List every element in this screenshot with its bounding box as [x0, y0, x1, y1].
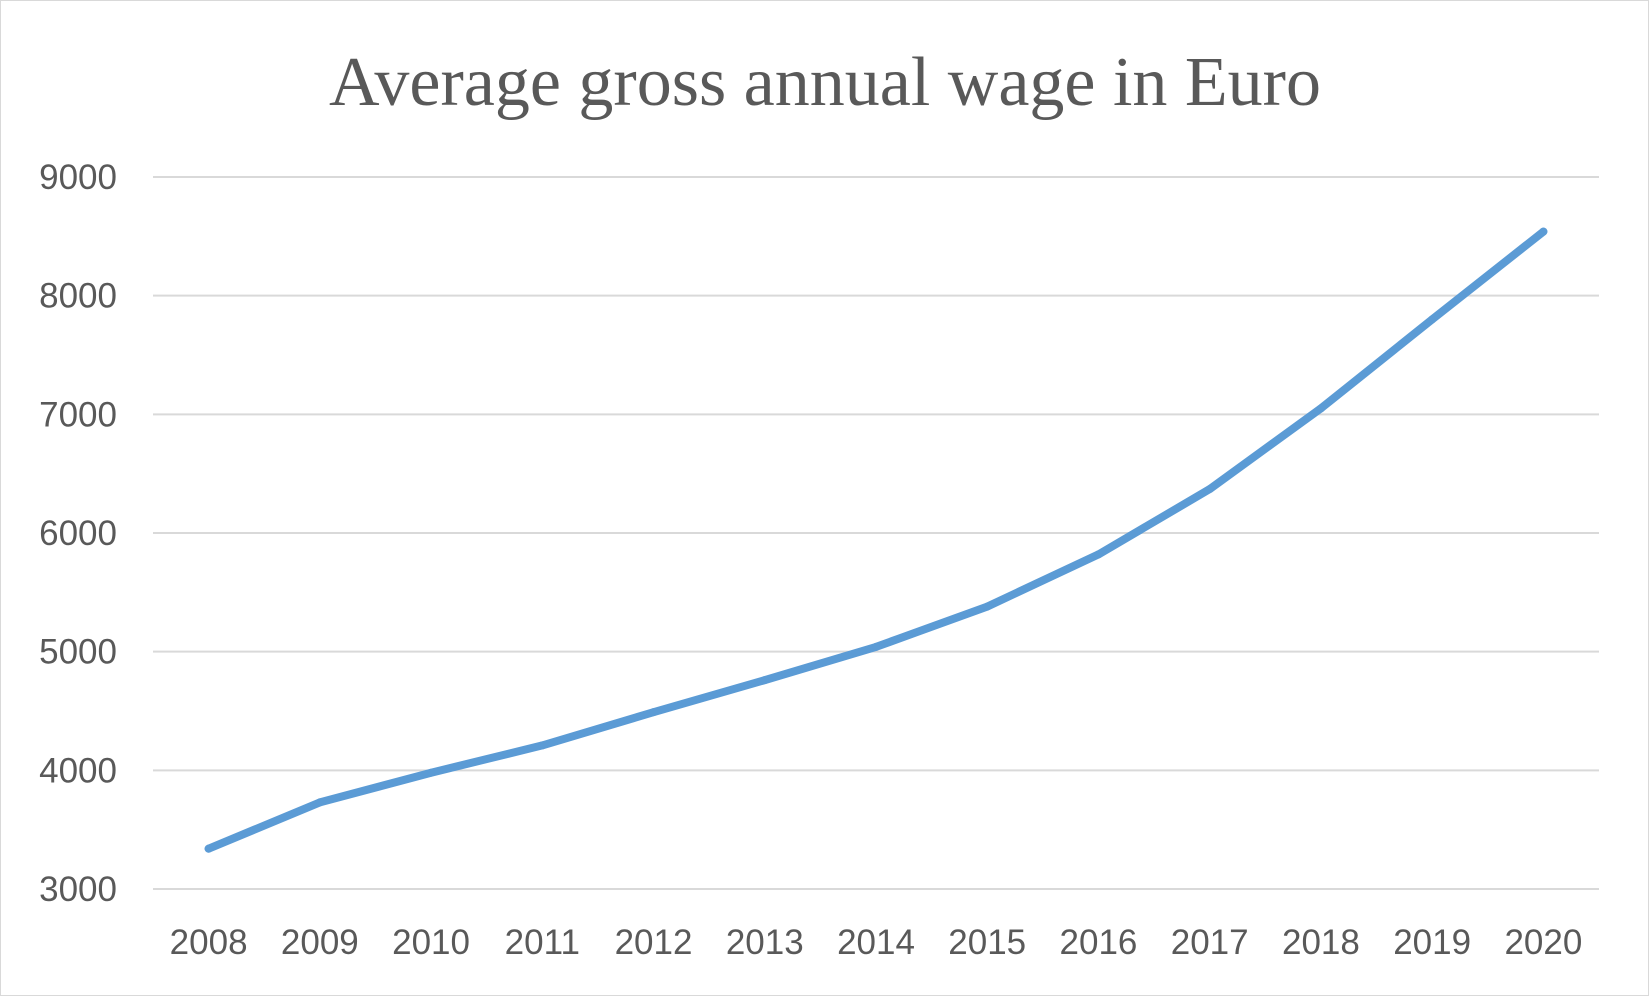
x-tick-label: 2014 — [837, 923, 915, 962]
gridlines — [153, 176, 1599, 890]
data-point-2008 — [204, 844, 213, 853]
data-point-2019 — [1428, 315, 1437, 324]
y-tick-label: 7000 — [39, 395, 117, 434]
x-tick-label: 2013 — [726, 923, 804, 962]
data-point-2020 — [1539, 227, 1548, 236]
chart-title: Average gross annual wage in Euro — [329, 44, 1321, 121]
data-point-2011 — [538, 741, 547, 750]
y-tick-label: 9000 — [39, 158, 117, 197]
data-point-2010 — [427, 768, 436, 777]
data-point-2012 — [649, 708, 658, 717]
x-tick-label: 2016 — [1060, 923, 1138, 962]
y-tick-label: 4000 — [39, 751, 117, 790]
data-point-2013 — [760, 676, 769, 685]
x-tick-label: 2018 — [1282, 923, 1360, 962]
data-point-2016 — [1094, 550, 1103, 559]
x-tick-label: 2011 — [505, 923, 580, 962]
y-tick-label: 8000 — [39, 277, 117, 316]
data-point-2015 — [983, 602, 992, 611]
series-layer — [204, 227, 1548, 853]
data-point-2017 — [1205, 485, 1214, 494]
y-tick-label: 5000 — [39, 633, 117, 672]
x-tick-label: 2009 — [281, 923, 359, 962]
y-tick-label: 6000 — [39, 514, 117, 553]
y-axis-ticks: 3000 4000 5000 6000 7000 8000 9000 — [39, 158, 117, 909]
x-tick-label: 2017 — [1171, 923, 1249, 962]
data-point-2014 — [872, 642, 880, 651]
x-tick-label: 2020 — [1504, 923, 1582, 962]
data-point-2018 — [1316, 404, 1325, 413]
x-tick-label: 2019 — [1393, 923, 1471, 962]
x-tick-label: 2008 — [170, 923, 248, 962]
x-axis-ticks: 2008 2009 2010 2011 2012 2013 2014 2015 2016 2017… — [170, 923, 1583, 962]
series-line-0 — [204, 227, 1548, 853]
data-point-2009 — [315, 798, 324, 807]
x-tick-label: 2012 — [615, 923, 693, 962]
x-tick-label: 2010 — [392, 923, 470, 962]
y-tick-label: 3000 — [39, 870, 117, 909]
x-tick-label: 2015 — [948, 923, 1026, 962]
